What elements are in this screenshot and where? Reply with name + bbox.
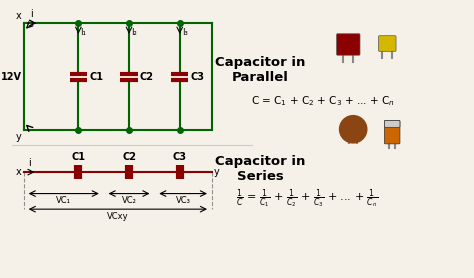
Text: x: x	[16, 167, 22, 177]
Text: x: x	[16, 11, 22, 21]
Text: i: i	[28, 158, 31, 168]
Text: C1: C1	[72, 152, 85, 162]
Circle shape	[339, 116, 367, 143]
Text: C3: C3	[173, 152, 187, 162]
Text: VC₂: VC₂	[122, 197, 137, 205]
Text: C1: C1	[89, 72, 103, 82]
Text: VC₃: VC₃	[176, 197, 191, 205]
Text: Capacitor in
Series: Capacitor in Series	[215, 155, 306, 183]
Text: VC₁: VC₁	[56, 197, 71, 205]
Text: I₃: I₃	[182, 28, 187, 37]
Text: C2: C2	[140, 72, 154, 82]
Text: C3: C3	[191, 72, 204, 82]
Text: C = C$_1$ + C$_2$ + C$_3$ + ... + C$_n$: C = C$_1$ + C$_2$ + C$_3$ + ... + C$_n$	[251, 94, 395, 108]
Text: i: i	[30, 9, 33, 19]
Text: Capacitor in
Parallel: Capacitor in Parallel	[215, 56, 306, 84]
FancyBboxPatch shape	[384, 120, 400, 127]
Text: I₂: I₂	[131, 28, 137, 37]
Text: I₁: I₁	[80, 28, 86, 37]
Text: y: y	[16, 132, 22, 142]
Text: 12V: 12V	[1, 72, 22, 82]
FancyBboxPatch shape	[384, 120, 400, 144]
FancyBboxPatch shape	[337, 34, 360, 55]
Text: $\frac{1}{C}$ = $\frac{1}{C_1}$ + $\frac{1}{C_2}$ + $\frac{1}{C_3}$ + ... + $\fr: $\frac{1}{C}$ = $\frac{1}{C_1}$ + $\frac…	[236, 187, 378, 210]
Text: y: y	[214, 167, 219, 177]
FancyBboxPatch shape	[379, 36, 396, 51]
Text: C2: C2	[122, 152, 136, 162]
Text: VCxy: VCxy	[107, 212, 128, 221]
